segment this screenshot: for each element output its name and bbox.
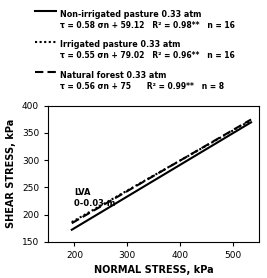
Text: τ = 0.55 σn + 79.02   R² = 0.96**   n = 16: τ = 0.55 σn + 79.02 R² = 0.96** n = 16 [60,51,235,60]
Text: τ = 0.58 σn + 59.12   R² = 0.98**   n = 16: τ = 0.58 σn + 59.12 R² = 0.98** n = 16 [60,21,235,30]
Text: Non-irrigated pasture 0.33 atm: Non-irrigated pasture 0.33 atm [60,10,201,19]
Text: LVA
0-0.03 m: LVA 0-0.03 m [74,188,116,208]
Text: Irrigated pasture 0.33 atm: Irrigated pasture 0.33 atm [60,40,180,49]
X-axis label: NORMAL STRESS, kPa: NORMAL STRESS, kPa [94,265,213,275]
Text: Natural forest 0.33 atm: Natural forest 0.33 atm [60,71,166,80]
Text: τ = 0.56 σn + 75      R² = 0.99**   n = 8: τ = 0.56 σn + 75 R² = 0.99** n = 8 [60,82,224,91]
Y-axis label: SHEAR STRESS, kPa: SHEAR STRESS, kPa [6,119,16,228]
